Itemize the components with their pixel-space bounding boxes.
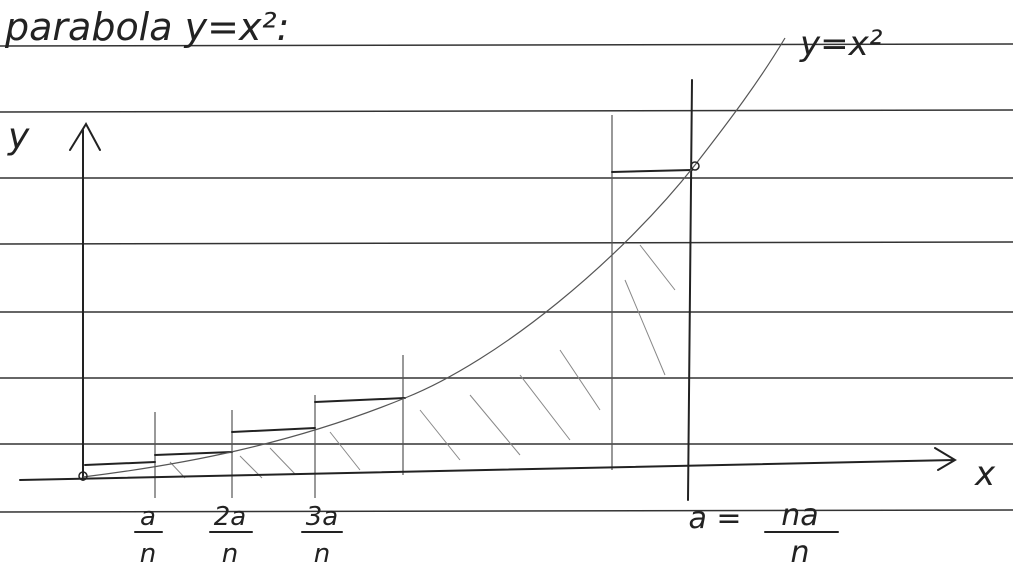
tick-numerator: 3a [306,502,338,532]
parabola [82,37,786,478]
hatching [169,244,676,479]
partition-lines [154,79,693,501]
tick-denominator: n [222,539,238,567]
tick-numerator: a [140,502,156,532]
end-point [690,161,700,171]
tick-labels: a n 2a n 3a n a = na n [134,498,839,567]
x-axis-label: x [974,454,996,494]
y-axis-label: y [7,116,30,157]
curve-label: y=x² [799,24,883,64]
end-prefix: a = [688,501,741,536]
title: parabola y=x²: [4,5,289,49]
tick-denominator: n [314,539,330,567]
paper-lines [0,43,1013,513]
tick-numerator: 2a [214,502,246,532]
steps [84,169,693,466]
tick-denominator: n [140,539,156,567]
end-denominator: n [790,535,809,567]
axes [19,121,957,481]
end-numerator: na [781,498,818,533]
origin-point [78,471,88,481]
